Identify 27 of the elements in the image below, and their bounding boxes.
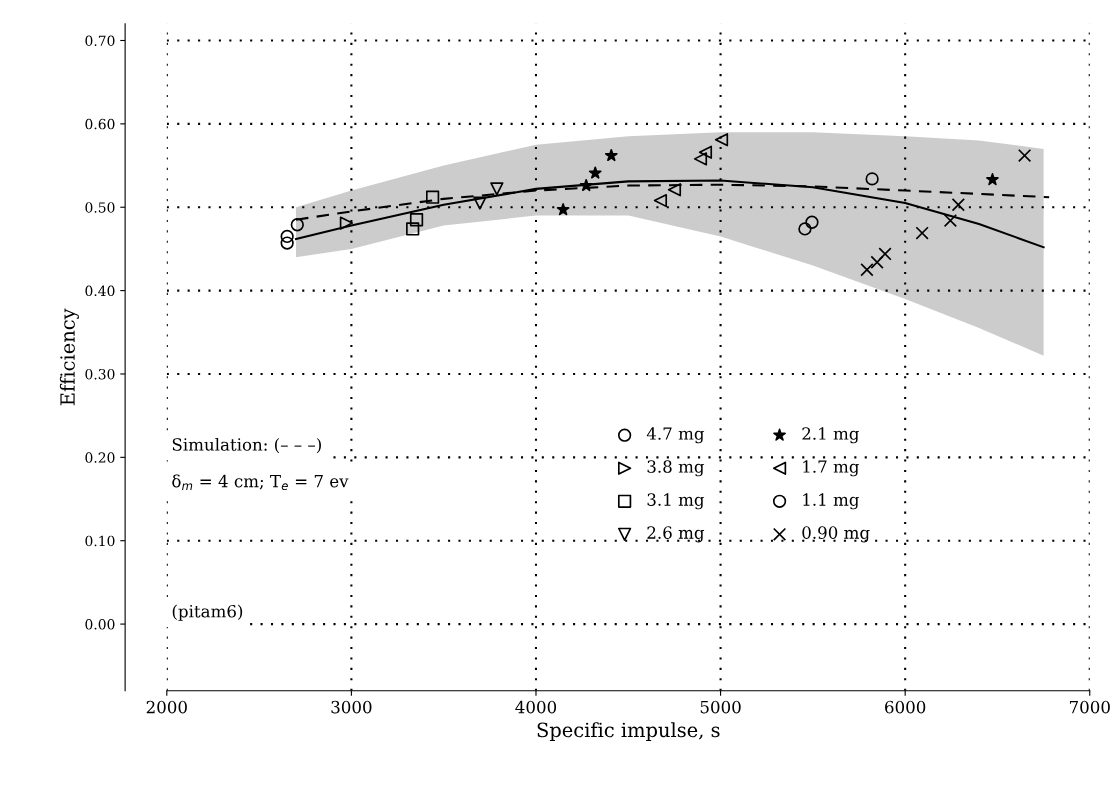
x-axis-title: Specific impulse, s: [537, 722, 720, 742]
y-tick-label: 0.10: [85, 535, 115, 547]
legend-label: 3.1 mg: [647, 493, 705, 510]
legend-label: 1.1 mg: [803, 493, 860, 510]
y-tick-label: 0.50: [85, 202, 115, 213]
x-tick-label: 3000: [331, 700, 372, 714]
legend-label: 2.1 mg: [802, 427, 860, 444]
legend-label: 0.90 mg: [802, 526, 870, 543]
legend-label: 4.7 mg: [646, 427, 705, 444]
annotation: (pitam6): [172, 604, 243, 621]
x-tick-label: 2000: [146, 700, 187, 714]
legend-label: 1.7 mg: [803, 460, 860, 477]
annotation: Simulation: (– – –): [172, 437, 321, 454]
annotation: δ$_{m}$ = 4 cm; T$_{e}$ = 7 ev: [172, 474, 349, 491]
legend-label: 3.8 mg: [647, 460, 705, 477]
y-tick-label: 0.60: [85, 118, 115, 130]
y-tick-label: 0.00: [85, 619, 115, 630]
x-tick-label: 5000: [700, 700, 741, 714]
x-tick-label: 6000: [885, 700, 926, 714]
y-axis-title: Efficiency: [59, 308, 79, 406]
y-tick-label: 0.20: [85, 452, 115, 463]
legend-label: 2.6 mg: [647, 526, 705, 543]
y-tick-label: 0.30: [85, 368, 115, 380]
y-tick-label: 0.40: [85, 285, 115, 297]
y-tick-label: 0.70: [85, 35, 115, 46]
x-tick-label: 4000: [515, 700, 557, 714]
x-tick-label: 7000: [1069, 700, 1110, 714]
